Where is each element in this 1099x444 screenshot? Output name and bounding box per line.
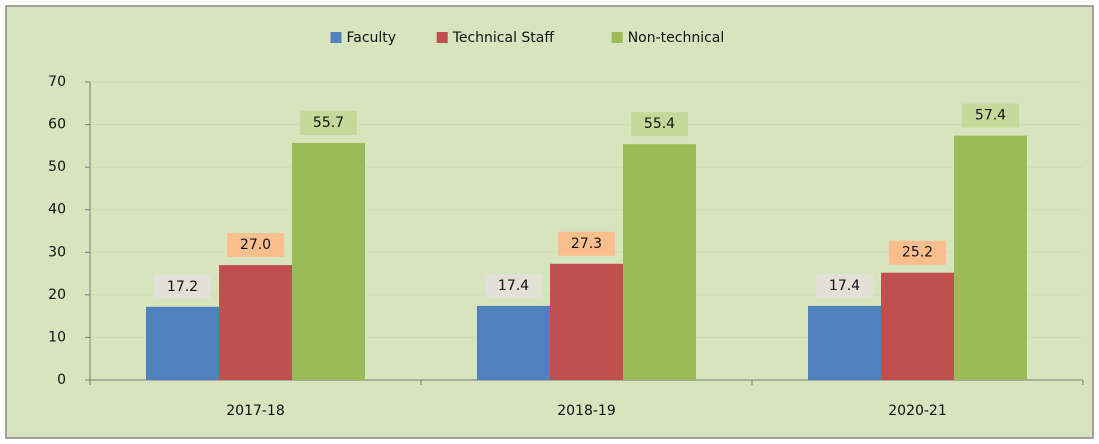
data-label-box (816, 273, 873, 298)
bar (219, 265, 292, 380)
x-tick-label: 2020-21 (888, 403, 947, 419)
y-tick-label: 40 (48, 202, 66, 218)
legend-swatch (611, 32, 623, 43)
bar (808, 305, 881, 380)
y-tick-label: 50 (48, 159, 66, 175)
bar (146, 306, 219, 380)
bar (292, 142, 365, 380)
data-label-box (300, 110, 357, 135)
bar (623, 144, 696, 380)
legend-swatch (436, 32, 448, 43)
data-label-box (889, 240, 946, 265)
data-label: 55.7 (313, 115, 344, 131)
legend-label: Technical Staff (452, 30, 555, 46)
data-label-box (558, 231, 615, 256)
x-tick-label: 2018-19 (557, 403, 616, 419)
data-label: 27.3 (571, 236, 602, 252)
data-label: 17.4 (498, 278, 529, 294)
data-label-box (227, 233, 284, 258)
data-label: 55.4 (644, 116, 675, 132)
bar (477, 305, 550, 380)
y-tick-label: 60 (48, 117, 66, 133)
data-label-box (154, 274, 211, 299)
legend-label: Faculty (347, 30, 397, 46)
y-tick-label: 30 (48, 244, 66, 260)
data-label: 27.0 (240, 237, 271, 253)
y-tick-label: 20 (48, 287, 66, 303)
data-label: 57.4 (975, 108, 1006, 124)
data-label-box (485, 273, 542, 298)
y-tick-label: 10 (48, 329, 66, 345)
bar (550, 263, 623, 380)
y-tick-label: 70 (48, 74, 66, 90)
legend-swatch (330, 32, 342, 43)
data-label-box (631, 112, 688, 137)
x-tick-label: 2017-18 (226, 403, 285, 419)
y-tick-label: 0 (57, 372, 66, 388)
data-label: 25.2 (902, 245, 933, 261)
data-label: 17.4 (829, 278, 860, 294)
data-label: 17.2 (167, 279, 198, 295)
data-label-box (962, 103, 1019, 128)
bar (954, 135, 1027, 380)
bar (881, 272, 954, 380)
legend-label: Non-technical (628, 30, 725, 46)
